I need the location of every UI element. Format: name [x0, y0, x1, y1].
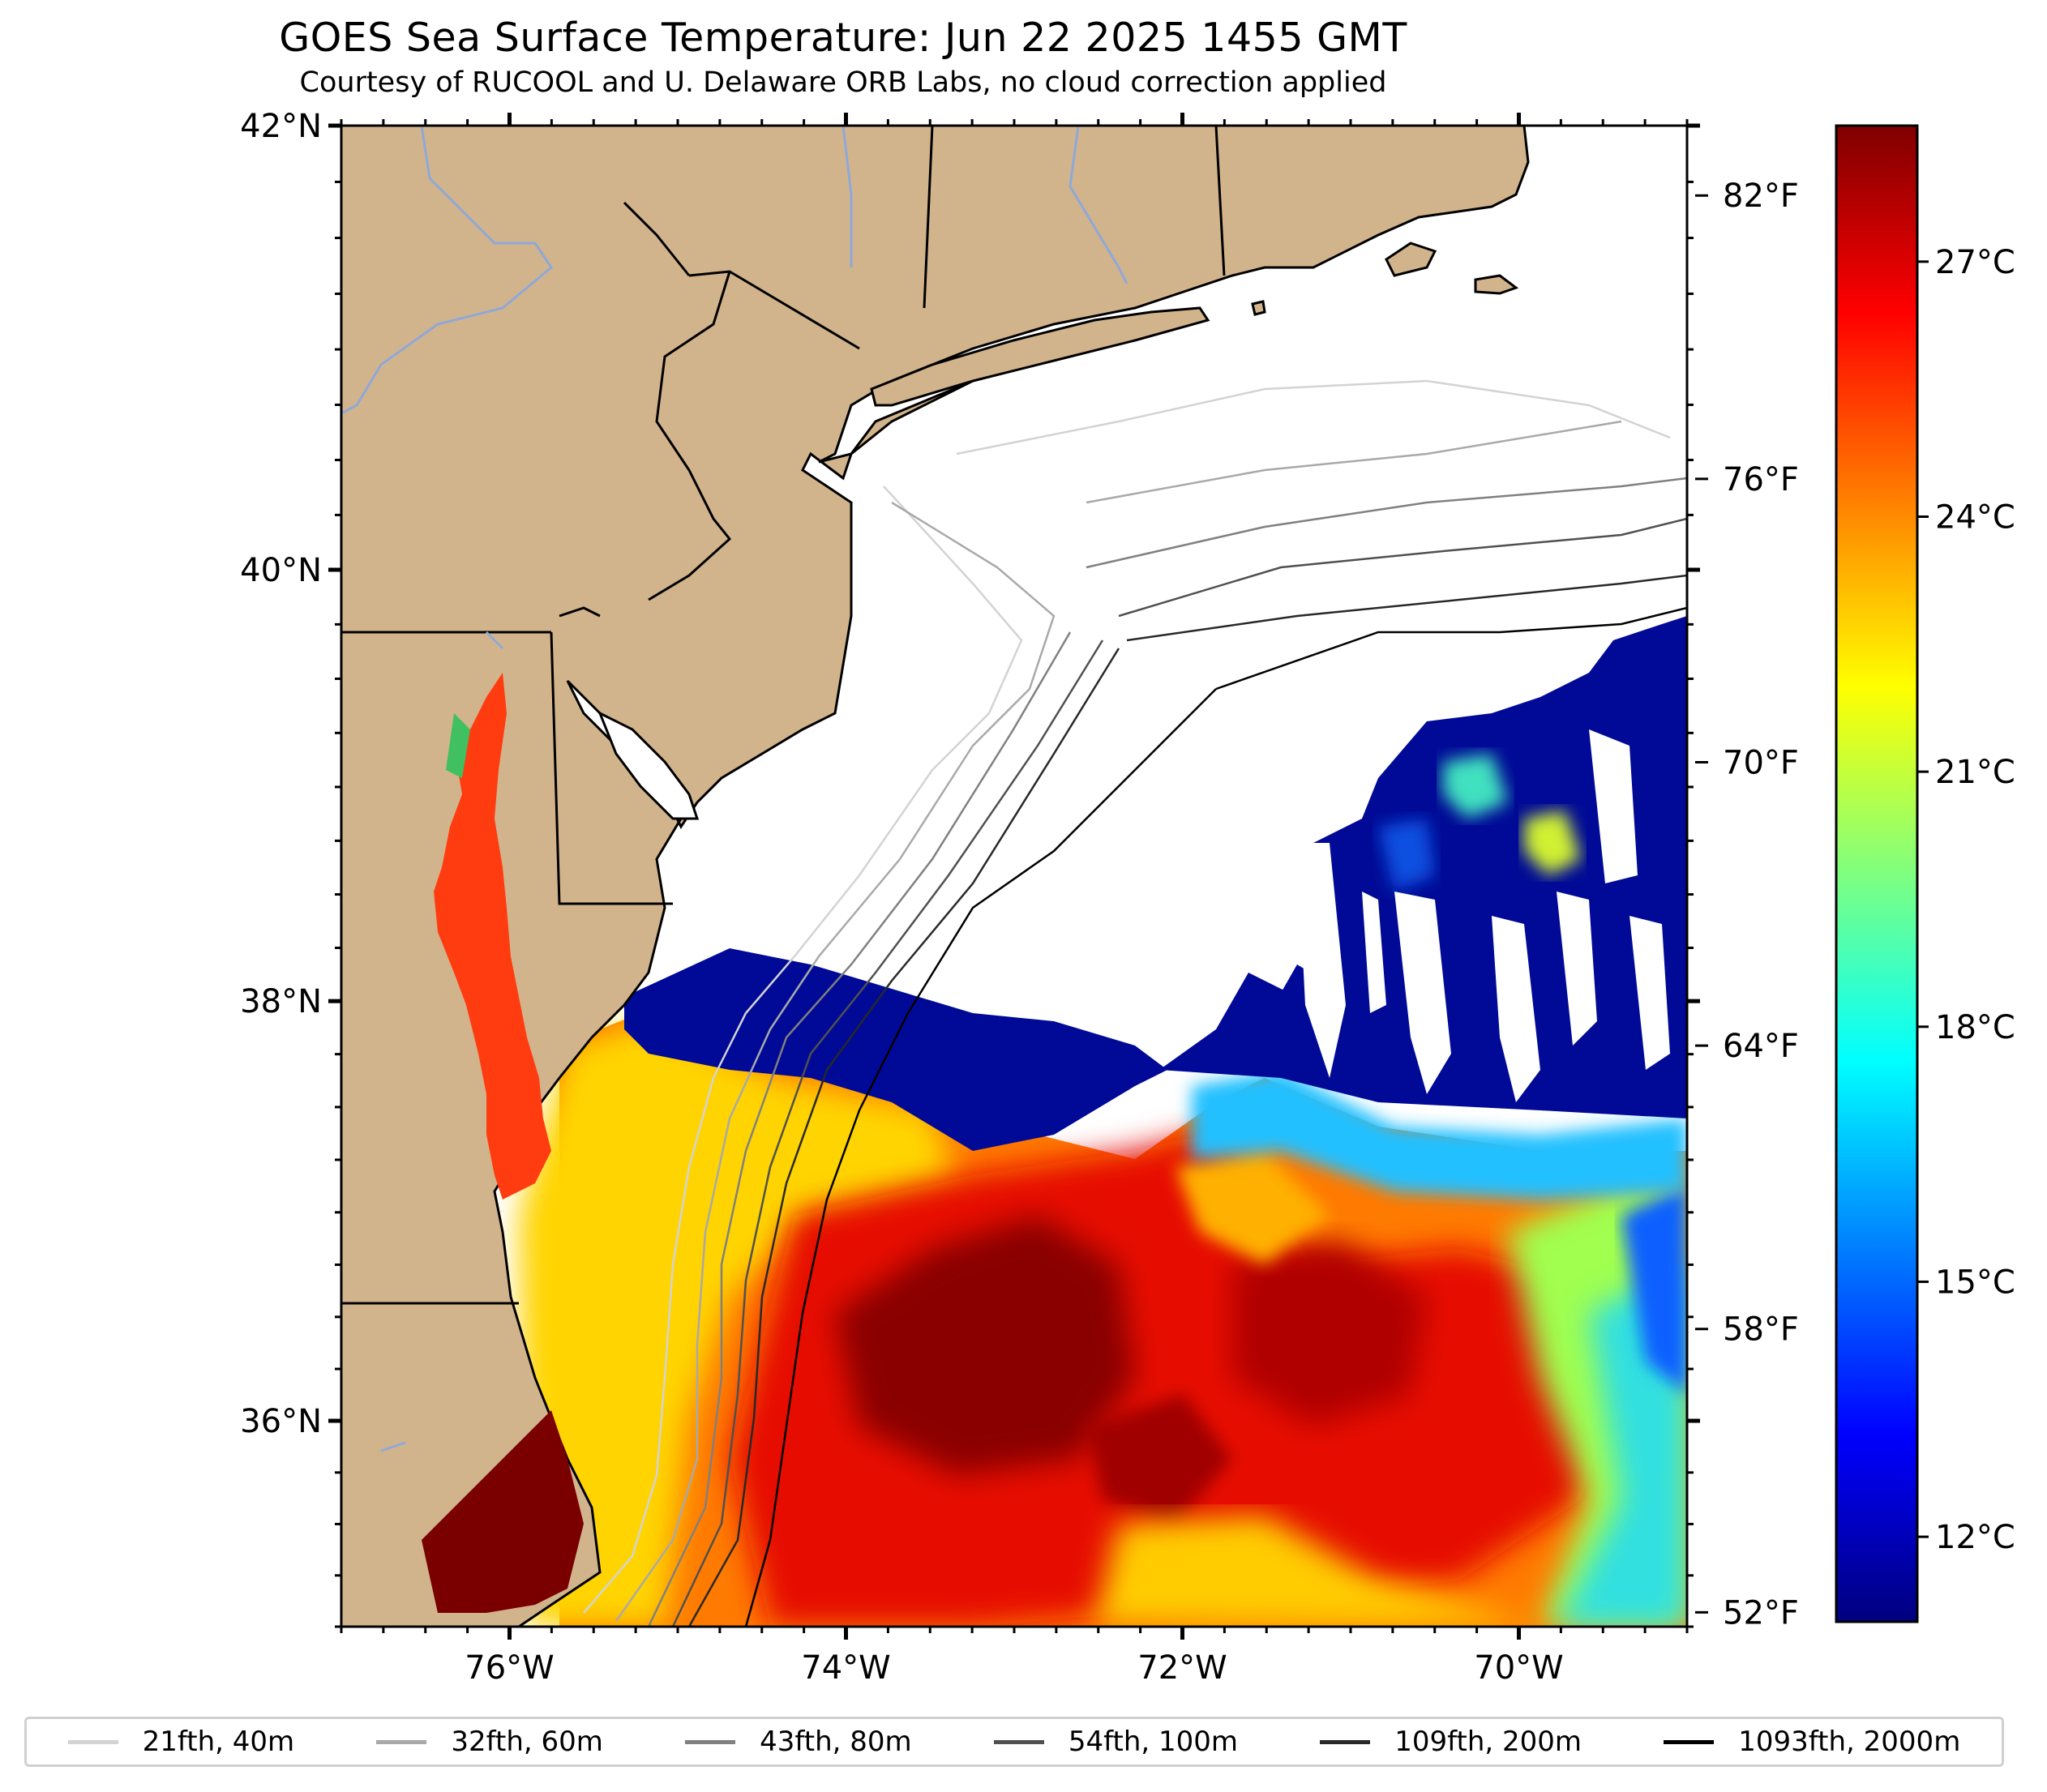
contour-100m	[671, 517, 1687, 1627]
state-borders	[341, 126, 1226, 1305]
map-subtitle: Courtesy of RUCOOL and U. Delaware ORB L…	[299, 66, 1387, 99]
delaware-bay	[597, 710, 700, 820]
sst-darkred-core-2	[1086, 1394, 1232, 1524]
sst-frontal-band	[1192, 1070, 1687, 1200]
cloud-gap-6	[1629, 916, 1670, 1070]
sst-yellow-streaks	[1176, 1151, 1330, 1264]
celsius-label: 27°C	[1935, 244, 2015, 281]
cloud-gap-5	[1557, 892, 1597, 1046]
legend-item: 21fth, 40m	[67, 1726, 295, 1758]
cloud-gap-1	[1297, 843, 1346, 1078]
celsius-label: 21°C	[1935, 754, 2015, 791]
lon-label: 76°W	[465, 1649, 554, 1687]
map-area[interactable]	[341, 126, 1687, 1627]
bathymetry-contours	[583, 379, 1687, 1627]
legend-label: 32fth, 60m	[451, 1726, 603, 1758]
sst-yellow-south	[1094, 1516, 1540, 1627]
lon-label: 74°W	[801, 1649, 890, 1687]
marthas-vineyard	[1385, 242, 1437, 277]
fahrenheit-label: 64°F	[1723, 1028, 1799, 1065]
legend-label: 43fth, 80m	[760, 1726, 912, 1758]
lat-label: 38°N	[240, 983, 322, 1020]
fahrenheit-label: 76°F	[1723, 461, 1799, 498]
legend-swatch	[1320, 1739, 1371, 1744]
legend-label: 109fth, 200m	[1394, 1726, 1582, 1758]
legend-item: 109fth, 200m	[1320, 1726, 1582, 1758]
legend-label: 54fth, 100m	[1068, 1726, 1239, 1758]
cloud-gap-7	[1362, 892, 1386, 1013]
chesapeake-bay	[434, 673, 551, 1200]
colorbar-ticks: 12°C 15°C 18°C 21°C 24°C 27°C 52°F 58°F 64°F 70°F…	[1695, 177, 2015, 1632]
cloud-gap-3	[1492, 916, 1540, 1102]
legend-swatch	[1664, 1739, 1715, 1744]
sst-cold-band	[624, 948, 1167, 1151]
legend-label: 1093fth, 2000m	[1738, 1726, 1961, 1758]
lat-label: 40°N	[240, 552, 322, 589]
legend-swatch	[67, 1739, 118, 1744]
celsius-label: 18°C	[1935, 1009, 2015, 1046]
contour-60m	[615, 420, 1622, 1622]
pamlico-sound	[422, 1410, 584, 1613]
land	[341, 126, 1530, 1627]
contour-200m	[687, 574, 1687, 1627]
legend-swatch	[376, 1739, 427, 1744]
sst-cyan-patch	[1443, 754, 1508, 819]
sst-field	[519, 616, 1687, 1627]
celsius-label: 15°C	[1935, 1264, 2015, 1301]
legend-swatch	[685, 1739, 736, 1744]
block-island	[1251, 300, 1266, 316]
lat-label: 42°N	[240, 108, 322, 145]
legend-item: 1093fth, 2000m	[1664, 1726, 1960, 1758]
sst-darkred-core-3	[1232, 1240, 1427, 1426]
contour-80m	[647, 477, 1687, 1627]
nantucket	[1474, 274, 1519, 295]
lat-label: 36°N	[240, 1403, 322, 1440]
legend-item: 54fth, 100m	[993, 1726, 1239, 1758]
sst-darkred-core	[835, 1216, 1135, 1475]
colorbar	[1835, 124, 1919, 1623]
fahrenheit-label: 52°F	[1723, 1594, 1799, 1632]
sst-blue-patch	[1378, 819, 1435, 892]
cloud-gap-4	[1589, 729, 1638, 883]
fahrenheit-label: 58°F	[1723, 1311, 1799, 1349]
lon-label: 72°W	[1137, 1649, 1227, 1687]
fahrenheit-label: 70°F	[1723, 744, 1799, 781]
legend-item: 43fth, 80m	[685, 1726, 912, 1758]
map-axes: 42°N 40°N 38°N 36°N 76°W 74°W 72°W 70°W	[240, 108, 1700, 1687]
cloud-gap-2	[1394, 892, 1451, 1094]
rivers	[341, 126, 1128, 1452]
lon-label: 70°W	[1474, 1649, 1563, 1687]
fahrenheit-label: 82°F	[1723, 177, 1799, 215]
legend-label: 21fth, 40m	[142, 1726, 295, 1758]
sst-yellow-nearshore	[519, 1021, 957, 1627]
chesapeake-north	[446, 713, 470, 778]
celsius-label: 12°C	[1935, 1519, 2015, 1556]
map-title: GOES Sea Surface Temperature: Jun 22 202…	[279, 15, 1407, 61]
long-island	[870, 306, 1210, 407]
celsius-label: 24°C	[1935, 498, 2015, 536]
legend-swatch	[993, 1739, 1044, 1744]
contour-legend: 21fth, 40m 32fth, 60m 43fth, 80m 54fth, 100…	[24, 1717, 2004, 1767]
contour-2000m	[744, 606, 1687, 1627]
contour-40m	[583, 379, 1671, 1614]
sst-blue-east	[1621, 1183, 1687, 1394]
sst-yellow-patch	[1524, 810, 1581, 875]
legend-item: 32fth, 60m	[376, 1726, 603, 1758]
